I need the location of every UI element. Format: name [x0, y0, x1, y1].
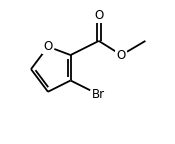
Text: Br: Br — [92, 88, 105, 101]
Text: O: O — [94, 9, 103, 22]
Text: O: O — [43, 40, 52, 53]
Text: O: O — [117, 49, 126, 61]
